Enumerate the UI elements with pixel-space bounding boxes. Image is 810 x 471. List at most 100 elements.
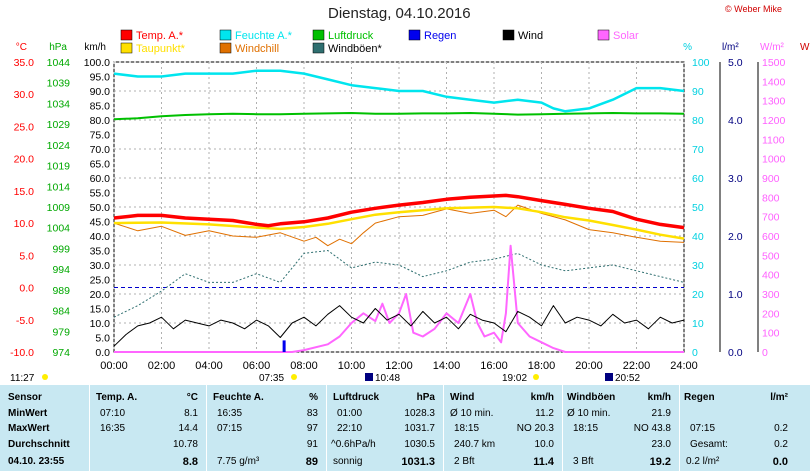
stats-extra: 240.7 km bbox=[454, 439, 496, 450]
stats-value: 10.0 bbox=[534, 439, 554, 450]
stats-value: 97 bbox=[306, 423, 318, 434]
copyright-label[interactable]: © Weber Mike bbox=[725, 4, 782, 14]
temp-axis-tick: 5.0 bbox=[19, 250, 34, 262]
stats-unit-humidity: % bbox=[309, 392, 318, 403]
legend-swatch bbox=[597, 29, 610, 41]
humidity-axis-tick: 60 bbox=[692, 173, 704, 185]
stats-value: 10.78 bbox=[172, 439, 198, 450]
stats-col-gust: Windböen km/h Ø 10 min. 21.9 18:15 NO 43… bbox=[563, 385, 679, 471]
stats-col-sensor: Sensor MinWert MaxWert Durchschnitt 04.1… bbox=[0, 385, 89, 471]
time-marker-label: 11:27 bbox=[10, 373, 35, 384]
stats-value: 21.9 bbox=[651, 408, 671, 419]
stats-value: 0.2 bbox=[774, 439, 788, 450]
stats-value: 91 bbox=[306, 439, 318, 450]
stats-header-rain: Regen bbox=[684, 392, 715, 403]
stats-unit-pressure: hPa bbox=[416, 392, 435, 403]
pressure-axis-tick: 994 bbox=[52, 264, 70, 276]
humidity-axis-tick: 20 bbox=[692, 289, 704, 301]
solar-axis-tick: 1300 bbox=[762, 96, 786, 108]
series-feuchtea bbox=[113, 69, 685, 113]
sun-icon bbox=[42, 374, 48, 380]
solar-axis-tick: 800 bbox=[762, 192, 780, 204]
pressure-axis-tick: 1029 bbox=[47, 119, 71, 131]
x-tick-label: 18:00 bbox=[528, 360, 556, 372]
solar-axis-tick: 1000 bbox=[762, 154, 786, 166]
wind-axis-tick: 35.0 bbox=[90, 246, 111, 258]
x-tick-label: 12:00 bbox=[385, 360, 413, 372]
x-tick-label: 16:00 bbox=[480, 360, 508, 372]
legend-label: Feuchte A.* bbox=[235, 30, 293, 42]
rain-axis-tick: 1.0 bbox=[728, 289, 743, 301]
series-luftdruck bbox=[113, 112, 685, 121]
stats-value: 1028.3 bbox=[404, 408, 435, 419]
humidity-axis-tick: 10 bbox=[692, 318, 704, 330]
stats-col-humidity: Feuchte A. % 16:35 83 07:15 97 91 7.75 g… bbox=[207, 385, 326, 471]
x-tick-label: 10:00 bbox=[338, 360, 366, 372]
wind-axis-tick: 45.0 bbox=[90, 217, 111, 229]
temp-unit-label: °C bbox=[16, 42, 27, 53]
stats-current: 19.2 bbox=[649, 456, 671, 468]
wind-axis-tick: 65.0 bbox=[90, 159, 111, 171]
stats-time: 07:10 bbox=[100, 408, 126, 419]
humidity-axis-tick: 70 bbox=[692, 144, 704, 156]
humidity-axis-tick: 0 bbox=[692, 347, 698, 359]
temp-axis-tick: 15.0 bbox=[14, 186, 35, 198]
pressure-axis-tick: 1044 bbox=[47, 57, 71, 69]
stats-time: 18:15 bbox=[454, 423, 480, 434]
stats-extra: Gesamt: bbox=[690, 439, 728, 450]
solar-axis-tick: 1500 bbox=[762, 57, 786, 69]
stats-col-pressure: Luftdruck hPa 01:00 1028.3 22:10 1031.7 … bbox=[327, 385, 443, 471]
stats-extra: ^0.6hPa/h bbox=[331, 439, 376, 450]
solar-axis-tick: 300 bbox=[762, 289, 780, 301]
sunset-label: 19:02 bbox=[502, 373, 527, 384]
stats-time: 16:35 bbox=[217, 408, 243, 419]
stats-time: 22:10 bbox=[337, 423, 363, 434]
stats-row-label: MaxWert bbox=[8, 423, 50, 434]
pressure-axis-tick: 974 bbox=[52, 347, 70, 359]
stats-extra: 3 Bft bbox=[573, 456, 594, 467]
legend-label: Temp. A.* bbox=[136, 30, 184, 42]
temp-axis-tick: -5.0 bbox=[16, 315, 34, 327]
humidity-axis-tick: 30 bbox=[692, 260, 704, 272]
stats-col-rain: Regen l/m² 07:15 0.2 Gesamt: 0.2 0.2 l/m… bbox=[680, 385, 810, 471]
legend-swatch bbox=[502, 29, 515, 41]
wind-axis-tick: 25.0 bbox=[90, 275, 111, 287]
wind-axis-tick: 30.0 bbox=[90, 260, 111, 272]
legend-swatch bbox=[120, 29, 133, 41]
stats-header-wind: Wind bbox=[450, 392, 475, 403]
legend-label: Solar bbox=[613, 30, 639, 42]
stats-extra: 2 Bft bbox=[454, 456, 475, 467]
stats-current: 11.4 bbox=[533, 456, 554, 468]
stats-value: 11.2 bbox=[535, 408, 554, 419]
pressure-axis-tick: 1019 bbox=[47, 161, 71, 173]
x-tick-label: 04:00 bbox=[195, 360, 223, 372]
stats-header-pressure: Luftdruck bbox=[333, 392, 380, 403]
legend-label: Taupunkt* bbox=[136, 43, 186, 55]
sunrise-icon bbox=[291, 374, 297, 380]
legend-label: Windchill bbox=[235, 43, 279, 55]
pressure-axis-tick: 1024 bbox=[47, 140, 71, 152]
wind-axis-tick: 70.0 bbox=[90, 144, 111, 156]
stats-value: NO 20.3 bbox=[516, 423, 554, 434]
temp-axis-tick: 20.0 bbox=[14, 154, 35, 166]
series-tempa bbox=[113, 193, 685, 230]
solar-axis-tick: 1100 bbox=[762, 134, 785, 146]
stats-col-wind: Wind km/h Ø 10 min. 11.2 18:15 NO 20.3 2… bbox=[444, 385, 562, 471]
temp-axis-tick: 0.0 bbox=[19, 283, 34, 295]
legend-label: Wind bbox=[518, 30, 543, 42]
noon-icon bbox=[365, 373, 373, 381]
stats-time: 18:15 bbox=[573, 423, 599, 434]
series-wind bbox=[113, 305, 685, 347]
stats-time: Ø 10 min. bbox=[450, 408, 494, 419]
stats-unit-gust: km/h bbox=[647, 392, 671, 403]
wind-axis-tick: 0.0 bbox=[95, 347, 110, 359]
x-tick-label: 24:00 bbox=[670, 360, 698, 372]
moon-icon bbox=[605, 373, 613, 381]
solar-axis-tick: 0 bbox=[762, 347, 768, 359]
wind-axis-tick: 20.0 bbox=[90, 289, 111, 301]
stats-value: 0.2 bbox=[774, 423, 788, 434]
wind-axis-tick: 75.0 bbox=[90, 130, 111, 142]
stats-current: 8.8 bbox=[182, 456, 198, 468]
pressure-axis-tick: 1034 bbox=[47, 98, 71, 110]
stats-header-sensor: Sensor bbox=[8, 392, 42, 403]
